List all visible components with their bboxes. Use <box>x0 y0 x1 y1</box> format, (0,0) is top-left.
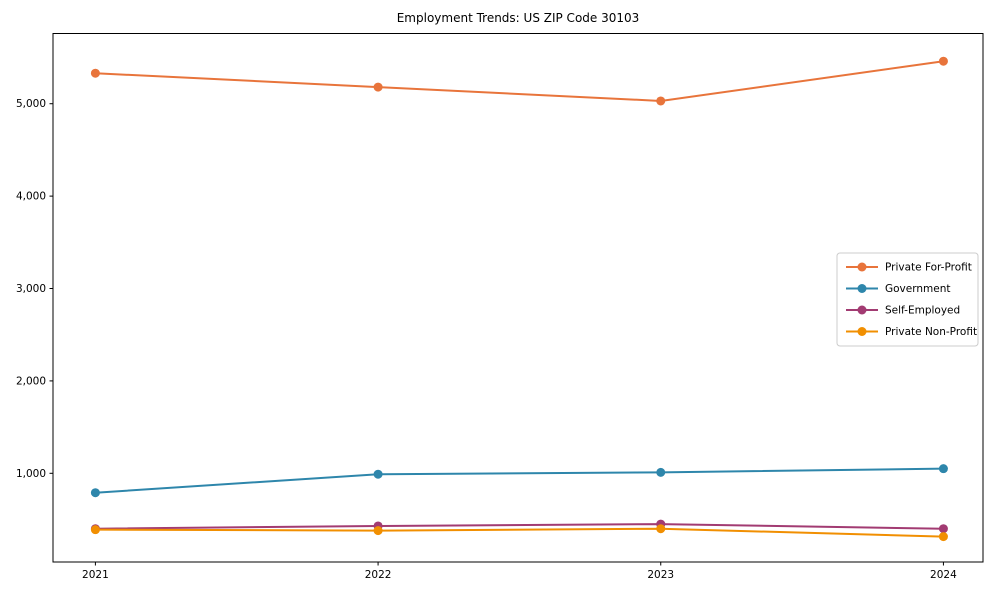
x-tick-label: 2021 <box>82 569 109 581</box>
chart-title: Employment Trends: US ZIP Code 30103 <box>396 11 640 25</box>
legend-label-private-non-profit: Private Non-Profit <box>885 326 977 338</box>
y-tick-label: 4,000 <box>16 191 46 203</box>
data-point-private-for-profit <box>656 96 666 106</box>
y-tick-label: 3,000 <box>16 283 46 295</box>
data-point-private-for-profit <box>938 56 948 66</box>
x-tick-label: 2022 <box>365 569 392 581</box>
legend-marker-government <box>857 284 867 293</box>
data-point-private-non-profit <box>373 526 383 536</box>
series-line-private-for-profit <box>95 60 944 102</box>
data-point-private-non-profit <box>938 532 948 542</box>
y-tick-label: 1,000 <box>16 468 46 480</box>
data-point-self-employed <box>938 524 948 534</box>
legend-label-self-employed: Self-Employed <box>885 305 960 317</box>
data-point-private-for-profit <box>90 68 100 78</box>
data-point-government <box>373 469 383 479</box>
series-line-self-employed <box>95 523 944 530</box>
data-point-government <box>90 488 100 498</box>
legend-label-private-for-profit: Private For-Profit <box>885 262 972 274</box>
data-point-government <box>656 467 666 477</box>
data-point-private-for-profit <box>373 82 383 92</box>
data-point-government <box>938 464 948 474</box>
legend-label-government: Government <box>885 283 950 295</box>
legend-marker-private-non-profit <box>857 327 867 336</box>
series-line-private-non-profit <box>95 527 944 538</box>
x-tick-label: 2024 <box>930 569 957 581</box>
plot-frame <box>52 33 984 563</box>
data-point-private-non-profit <box>656 524 666 534</box>
legend-marker-self-employed <box>857 305 867 315</box>
y-tick-label: 5,000 <box>16 98 46 110</box>
legend-marker-private-for-profit <box>857 262 867 272</box>
x-tick-label: 2023 <box>647 569 674 581</box>
y-tick-label: 2,000 <box>16 375 46 387</box>
data-point-private-non-profit <box>90 525 100 535</box>
series-line-government <box>95 467 944 494</box>
legend-box <box>836 252 979 347</box>
